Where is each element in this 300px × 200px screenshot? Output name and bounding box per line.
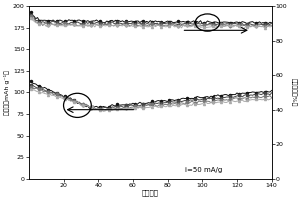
Y-axis label: 比容量（mAh g⁻¹）: 比容量（mAh g⁻¹） [4,70,10,115]
Y-axis label: 库伦效率（%）: 库伦效率（%） [290,78,296,107]
X-axis label: 循环回数: 循环回数 [142,189,159,196]
Text: i=50 mA/g: i=50 mA/g [185,167,222,173]
